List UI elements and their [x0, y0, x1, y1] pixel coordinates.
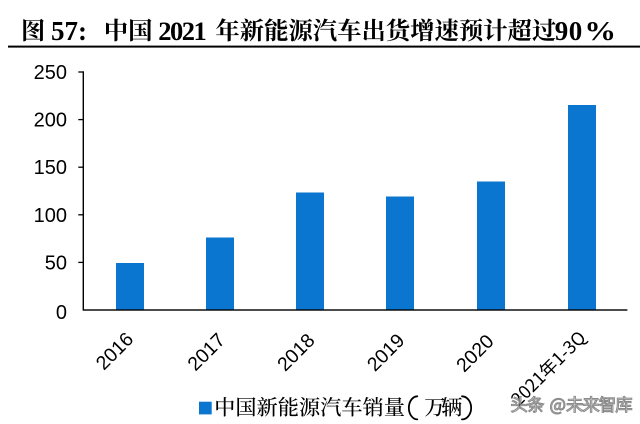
- svg-text:0: 0: [56, 302, 67, 324]
- svg-text:2020: 2020: [452, 330, 498, 376]
- svg-text:90: 90: [555, 16, 583, 46]
- svg-text:2021: 2021: [158, 16, 205, 46]
- svg-text:%: %: [584, 17, 616, 46]
- svg-text:250: 250: [34, 62, 67, 84]
- svg-text:57:: 57:: [51, 16, 87, 46]
- svg-text:2017: 2017: [184, 329, 230, 375]
- svg-text:2016: 2016: [92, 328, 138, 374]
- svg-text:2019: 2019: [363, 330, 409, 376]
- svg-text:150: 150: [34, 157, 67, 179]
- svg-text:2018: 2018: [273, 330, 319, 376]
- svg-text:100: 100: [34, 205, 67, 227]
- svg-text:50: 50: [45, 252, 67, 274]
- svg-text:200: 200: [34, 110, 67, 132]
